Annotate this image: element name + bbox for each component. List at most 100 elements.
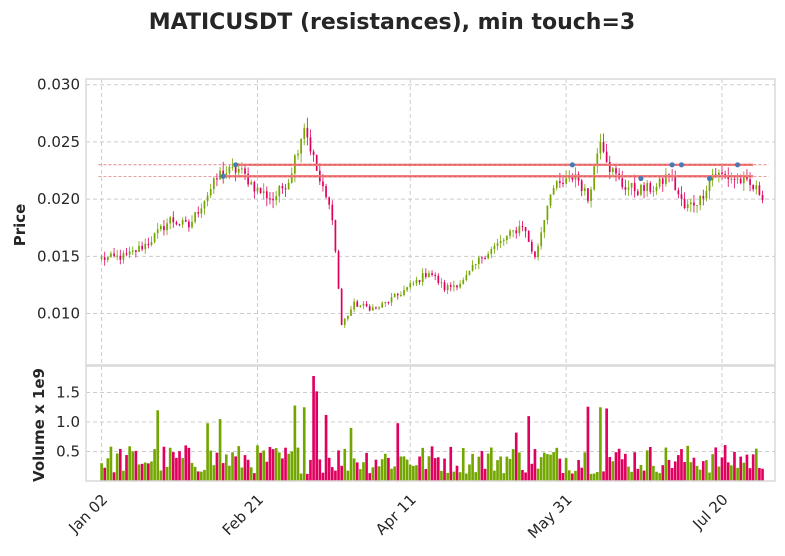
candle-body [303,128,306,139]
volume-bar [330,467,334,481]
candle-body [384,301,387,304]
candle-body [512,230,514,232]
volume-bar [524,472,527,481]
candle-body [287,182,290,190]
volume-bar [561,472,565,481]
volume-bar [368,473,372,481]
volume-bar [555,447,559,481]
touch-markers [220,162,741,182]
candle-body [256,187,259,192]
volume-bar [630,471,633,481]
candle-body [325,186,327,198]
candle-body [141,245,143,250]
candle-body [365,303,368,307]
volume-bar [677,455,680,481]
candle-body [696,205,698,207]
volume-bar [415,465,418,481]
volume-bar [215,452,219,481]
volume-bar [109,446,113,481]
candle-body [562,182,564,184]
volume-bar [468,464,471,481]
x-tick-label: Jan 02 [65,491,112,538]
candle-body [718,172,720,177]
volume-bar [125,455,128,481]
volume-bar [256,445,259,481]
volume-bar [645,450,649,481]
candle-body [387,301,390,303]
price-tick-label: 0.030 [37,76,80,94]
candle-body [599,142,602,154]
candle-body [686,204,689,208]
candle-body [234,166,237,173]
candle-body [465,274,468,280]
volume-bar [349,427,353,481]
candle-body [415,280,418,284]
volume-bar [620,459,624,481]
candle-body [434,274,437,276]
volume-bar [427,456,431,481]
volume-bar [617,448,621,481]
candle-body [378,307,380,309]
candle-body [499,240,502,244]
candle-body [565,178,567,184]
volume-bar [337,450,340,481]
candle-body [449,285,452,287]
volume-bar [493,470,496,481]
candle-body [272,198,274,201]
candle-body [543,220,546,233]
volume-bar [751,454,755,481]
candle-body [496,243,499,246]
touch-marker [706,175,713,182]
volume-bar [131,451,135,481]
candle-body [524,227,527,232]
candle-body [125,253,128,255]
x-tick-label: Jul 20 [689,491,732,534]
volume-bar [240,467,244,481]
candle-body [521,226,524,228]
volume-bar [583,452,587,481]
volume-bar [122,470,125,481]
candle-body [534,251,536,258]
volume-bar [103,467,107,481]
volume-bar [377,466,381,481]
volume-bar [711,454,714,481]
volume-bar [171,452,175,481]
volume-tick-label: 1.5 [56,384,80,402]
volume-bar [393,466,396,481]
candle-body [131,250,134,252]
volume-bar [156,410,160,481]
candle-body [705,191,708,199]
candle-body [443,282,446,291]
candle-body [144,243,147,250]
volume-tick-labels: 0.5 1.0 1.5 [56,384,80,461]
candle-body [278,186,281,197]
volume-bar [433,458,437,481]
volume-bar [396,423,400,481]
candle-body [421,273,424,282]
volume-bar [624,453,627,481]
candle-body [481,257,483,259]
candle-body [571,177,574,180]
volume-bar [505,456,509,481]
candle-body [163,226,165,231]
candle-body [624,187,627,190]
volume-bar [717,466,721,481]
candle-body [559,181,561,183]
candle-body [337,251,340,289]
candle-body [462,279,465,284]
volume-bar [705,460,708,481]
volume-bar [159,470,163,481]
candle-body [244,168,246,174]
volume-bar [567,470,571,481]
volume-tick-label: 0.5 [56,443,80,461]
candle-body [175,222,178,225]
candle-body [315,155,318,171]
candlesticks [100,117,764,328]
volume-bar [284,447,287,481]
candle-body [237,168,240,173]
volume-bar [168,447,172,481]
volume-bar [402,456,406,481]
candle-body [758,185,761,195]
touch-marker [569,162,575,168]
volume-tick-label: 1.0 [56,413,80,431]
